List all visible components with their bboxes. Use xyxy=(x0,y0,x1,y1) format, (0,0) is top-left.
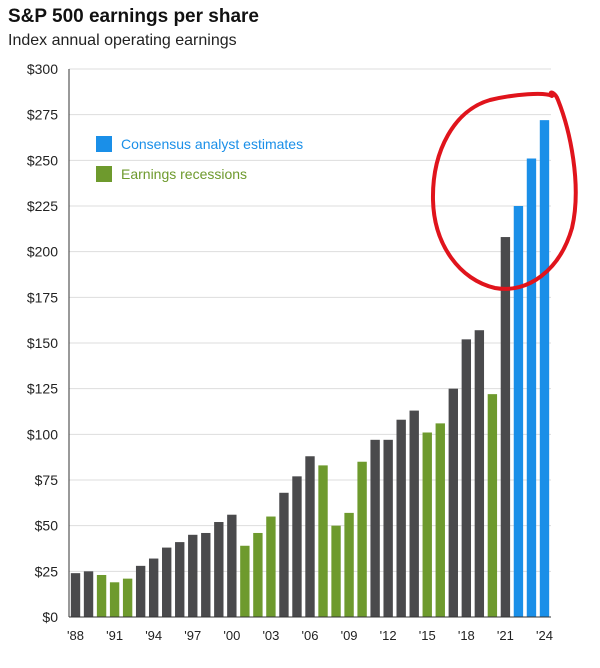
y-tick-label: $300 xyxy=(27,61,58,77)
bar-1995 xyxy=(162,547,172,617)
bar-1991 xyxy=(109,582,120,617)
bar-2019 xyxy=(474,330,485,617)
chart-subtitle: Index annual operating earnings xyxy=(8,32,237,49)
axes xyxy=(68,69,551,618)
bar-2006 xyxy=(305,456,315,617)
y-tick-label: $250 xyxy=(27,152,58,168)
bar-2016 xyxy=(435,423,445,617)
bar-2012 xyxy=(383,439,393,617)
bar-2008 xyxy=(331,525,341,617)
x-tick-label: '18 xyxy=(458,628,475,643)
y-tick-label: $225 xyxy=(27,198,58,214)
bar-2022 xyxy=(513,206,524,617)
bar-2003 xyxy=(266,516,276,617)
bar-2024 xyxy=(539,120,550,617)
bar-1998 xyxy=(201,532,211,617)
legend-swatch-recession xyxy=(96,166,112,182)
bar-2001 xyxy=(240,545,250,617)
x-tick-label: '21 xyxy=(497,628,514,643)
x-tick-label: '97 xyxy=(184,628,201,643)
bar-2023 xyxy=(526,158,537,618)
bar-2004 xyxy=(279,492,289,617)
y-tick-label: $50 xyxy=(35,518,59,534)
x-tick-labels: '88 '91 '94 '97 '00 '03 '06 '09 '12 '15 '18 '21 '24 xyxy=(67,628,553,643)
legend-label-recession: Earnings recessions xyxy=(121,166,247,182)
x-tick-label: '15 xyxy=(419,628,436,643)
red-circle-annotation xyxy=(430,90,578,291)
bar-1994 xyxy=(148,558,159,617)
x-tick-label: '06 xyxy=(302,628,319,643)
bar-1992 xyxy=(122,578,133,617)
y-tick-label: $175 xyxy=(27,289,58,305)
bar-2009 xyxy=(344,512,354,617)
legend-swatch-estimate xyxy=(96,136,112,152)
bar-2018 xyxy=(461,339,472,617)
y-tick-labels: $0 $25 $50 $75 $100 $125 $150 $175 $200 $225 $250 $… xyxy=(27,61,58,625)
bar-2015 xyxy=(422,432,432,617)
bar-2020 xyxy=(487,394,498,617)
y-tick-label: $200 xyxy=(27,244,58,260)
bar-1988 xyxy=(70,573,81,617)
x-tick-label: '88 xyxy=(67,628,84,643)
bar-1997 xyxy=(188,534,198,617)
bar-2007 xyxy=(318,465,328,617)
y-tick-label: $100 xyxy=(27,426,58,442)
x-tick-label: '24 xyxy=(536,628,553,643)
x-tick-label: '09 xyxy=(341,628,358,643)
x-tick-label: '12 xyxy=(380,628,397,643)
y-tick-label: $150 xyxy=(27,335,58,351)
y-tick-label: $75 xyxy=(35,472,59,488)
x-tick-label: '91 xyxy=(106,628,123,643)
bar-2014 xyxy=(409,410,419,617)
bar-2010 xyxy=(357,461,367,617)
bar-1990 xyxy=(96,574,107,617)
bar-2000 xyxy=(227,514,237,617)
y-tick-label: $275 xyxy=(27,107,58,123)
x-tick-label: '94 xyxy=(145,628,162,643)
x-tick-label: '00 xyxy=(223,628,240,643)
bar-2002 xyxy=(253,532,263,617)
bar-2013 xyxy=(396,419,406,617)
bar-2017 xyxy=(448,388,458,617)
legend-label-estimate: Consensus analyst estimates xyxy=(121,136,303,152)
y-tick-label: $25 xyxy=(35,563,59,579)
bar-2021 xyxy=(500,237,511,617)
chart-title: S&P 500 earnings per share xyxy=(8,6,259,27)
legend: Consensus analyst estimates Earnings rece… xyxy=(96,136,303,182)
y-tick-label: $0 xyxy=(42,609,58,625)
y-tick-label: $125 xyxy=(27,381,58,397)
bar-1999 xyxy=(214,522,224,617)
x-tick-label: '03 xyxy=(262,628,279,643)
bar-1996 xyxy=(175,542,185,617)
bar-1989 xyxy=(83,571,94,617)
bars xyxy=(70,120,550,618)
bar-2005 xyxy=(292,476,302,617)
bar-2011 xyxy=(370,439,380,617)
bar-1993 xyxy=(135,565,146,617)
